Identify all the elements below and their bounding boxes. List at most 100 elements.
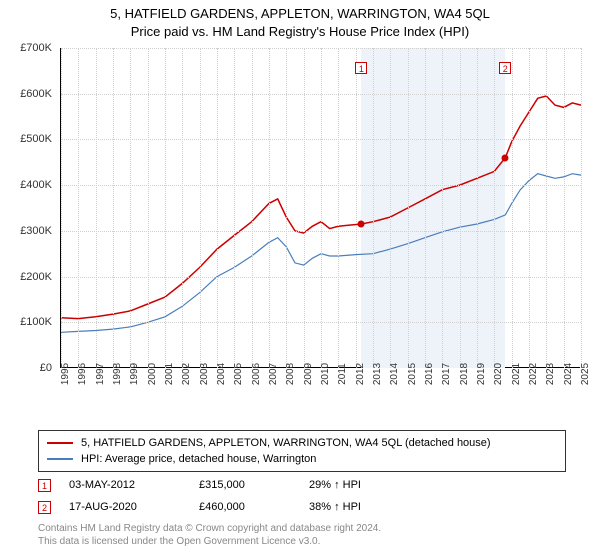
chart-container: 5, HATFIELD GARDENS, APPLETON, WARRINGTO…: [0, 0, 600, 560]
chart-title-address: 5, HATFIELD GARDENS, APPLETON, WARRINGTO…: [0, 6, 600, 21]
x-axis-tick-label: 2009: [303, 363, 314, 385]
legend-swatch: [47, 442, 73, 444]
chart-area: 12 £0£100K£200K£300K£400K£500K£600K£700K…: [60, 48, 580, 388]
y-axis-tick-label: £500K: [20, 133, 52, 145]
gridline-vertical: [113, 48, 114, 368]
gridline-vertical: [321, 48, 322, 368]
legend-item: HPI: Average price, detached house, Warr…: [47, 451, 557, 467]
x-axis-tick-label: 2022: [528, 363, 539, 385]
x-axis-tick-label: 2001: [164, 363, 175, 385]
gridline-vertical: [61, 48, 62, 368]
x-axis-tick-label: 2010: [320, 363, 331, 385]
transaction-marker-dot: [358, 221, 365, 228]
x-axis-tick-label: 2016: [424, 363, 435, 385]
legend-label: HPI: Average price, detached house, Warr…: [81, 453, 316, 465]
transaction-price: £460,000: [199, 501, 309, 513]
x-axis-tick-label: 2003: [199, 363, 210, 385]
transaction-diff: 38% ↑ HPI: [309, 501, 429, 513]
x-axis-tick-label: 2006: [251, 363, 262, 385]
y-axis-tick-label: £300K: [20, 225, 52, 237]
gridline-vertical: [252, 48, 253, 368]
x-axis-tick-label: 1999: [129, 363, 140, 385]
transaction-marker-box: 2: [499, 62, 511, 74]
gridline-vertical: [78, 48, 79, 368]
x-axis-tick-label: 2021: [511, 363, 522, 385]
gridline-vertical: [217, 48, 218, 368]
gridline-vertical: [96, 48, 97, 368]
gridline-vertical: [234, 48, 235, 368]
footer-line: This data is licensed under the Open Gov…: [38, 535, 381, 548]
x-axis-tick-label: 2015: [407, 363, 418, 385]
x-axis-tick-label: 2012: [355, 363, 366, 385]
transaction-marker-dot: [502, 154, 509, 161]
table-row: 2 17-AUG-2020 £460,000 38% ↑ HPI: [38, 496, 429, 518]
gridline-vertical: [460, 48, 461, 368]
gridline-vertical: [286, 48, 287, 368]
x-axis-tick-label: 2020: [493, 363, 504, 385]
x-axis-tick-label: 2013: [372, 363, 383, 385]
x-axis-tick-label: 2017: [441, 363, 452, 385]
transaction-date: 17-AUG-2020: [69, 501, 199, 513]
gridline-vertical: [546, 48, 547, 368]
gridline-vertical: [425, 48, 426, 368]
gridline-vertical: [304, 48, 305, 368]
x-axis-tick-label: 2004: [216, 363, 227, 385]
y-axis-tick-label: £200K: [20, 271, 52, 283]
x-axis-tick-label: 2019: [476, 363, 487, 385]
y-axis-tick-label: £0: [40, 362, 52, 374]
x-axis-tick-label: 2011: [337, 363, 348, 385]
gridline-vertical: [338, 48, 339, 368]
gridline-vertical: [165, 48, 166, 368]
gridline-vertical: [356, 48, 357, 368]
y-axis-tick-label: £400K: [20, 179, 52, 191]
y-axis-tick-label: £600K: [20, 88, 52, 100]
gridline-vertical: [494, 48, 495, 368]
transaction-marker-box: 1: [355, 62, 367, 74]
title-block: 5, HATFIELD GARDENS, APPLETON, WARRINGTO…: [0, 0, 600, 43]
transaction-index-badge: 2: [38, 501, 51, 514]
gridline-vertical: [390, 48, 391, 368]
transaction-price: £315,000: [199, 479, 309, 491]
gridline-vertical: [130, 48, 131, 368]
gridline-vertical: [581, 48, 582, 368]
legend-label: 5, HATFIELD GARDENS, APPLETON, WARRINGTO…: [81, 437, 491, 449]
x-axis-tick-label: 2024: [563, 363, 574, 385]
gridline-vertical: [529, 48, 530, 368]
y-axis-tick-label: £100K: [20, 316, 52, 328]
legend-swatch: [47, 458, 73, 460]
x-axis-tick-label: 2000: [147, 363, 158, 385]
x-axis-tick-label: 2008: [285, 363, 296, 385]
transaction-table: 1 03-MAY-2012 £315,000 29% ↑ HPI 2 17-AU…: [38, 474, 429, 518]
x-axis-tick-label: 2007: [268, 363, 279, 385]
x-axis-tick-label: 2025: [580, 363, 591, 385]
x-axis-tick-label: 2002: [181, 363, 192, 385]
gridline-vertical: [564, 48, 565, 368]
legend-box: 5, HATFIELD GARDENS, APPLETON, WARRINGTO…: [38, 430, 566, 472]
legend-item: 5, HATFIELD GARDENS, APPLETON, WARRINGTO…: [47, 435, 557, 451]
x-axis-tick-label: 2023: [545, 363, 556, 385]
gridline-vertical: [148, 48, 149, 368]
gridline-vertical: [269, 48, 270, 368]
footer-attribution: Contains HM Land Registry data © Crown c…: [38, 522, 381, 548]
transaction-date: 03-MAY-2012: [69, 479, 199, 491]
gridline-vertical: [373, 48, 374, 368]
x-axis-tick-label: 1998: [112, 363, 123, 385]
table-row: 1 03-MAY-2012 £315,000 29% ↑ HPI: [38, 474, 429, 496]
gridline-vertical: [200, 48, 201, 368]
gridline-vertical: [442, 48, 443, 368]
x-axis-tick-label: 1995: [60, 363, 71, 385]
transaction-index-badge: 1: [38, 479, 51, 492]
gridline-vertical: [512, 48, 513, 368]
chart-title-subtitle: Price paid vs. HM Land Registry's House …: [0, 24, 600, 39]
transaction-diff: 29% ↑ HPI: [309, 479, 429, 491]
footer-line: Contains HM Land Registry data © Crown c…: [38, 522, 381, 535]
gridline-vertical: [182, 48, 183, 368]
plot-region: 12: [60, 48, 580, 368]
gridline-vertical: [477, 48, 478, 368]
x-axis-tick-label: 2005: [233, 363, 244, 385]
x-axis-tick-label: 2018: [459, 363, 470, 385]
gridline-vertical: [408, 48, 409, 368]
x-axis-tick-label: 2014: [389, 363, 400, 385]
y-axis-tick-label: £700K: [20, 42, 52, 54]
x-axis-tick-label: 1996: [77, 363, 88, 385]
